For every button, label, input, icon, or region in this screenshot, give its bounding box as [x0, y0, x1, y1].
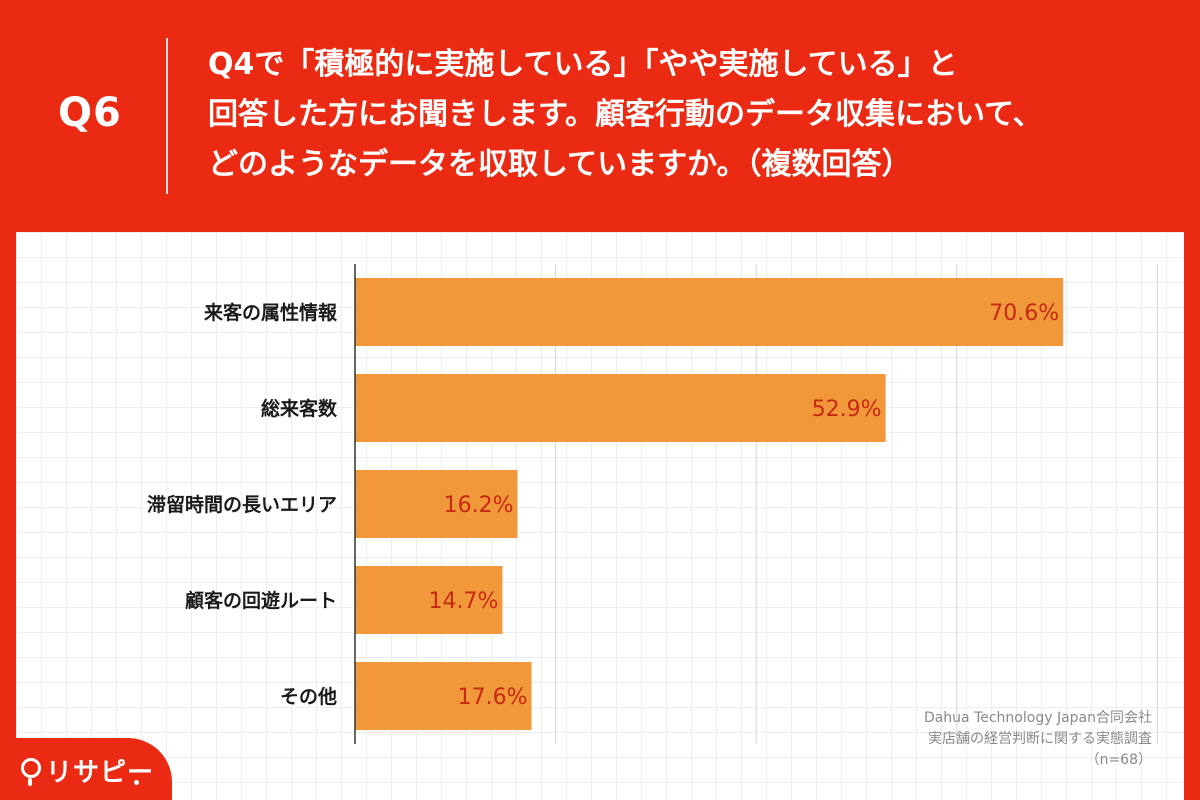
source-survey: 実店舗の経営判断に関する実態調査 — [928, 731, 1152, 747]
source-sample-size: （n=68） — [1085, 752, 1152, 768]
question-line-3: どのようなデータを収取していますか。（複数回答） — [208, 147, 912, 182]
data-label: 70.6% — [989, 301, 1059, 326]
bar — [355, 662, 532, 730]
bar — [355, 374, 886, 442]
brand-logo: リサピー — [0, 738, 172, 800]
category-label: 滞留時間の長いエリア — [147, 494, 337, 516]
logo-pin-stem — [28, 778, 32, 786]
bar — [355, 470, 518, 538]
question-text: Q4で「積極的に実施している」「やや実施している」と 回答した方にお聞きします。… — [208, 40, 1183, 190]
chart-panel: 70.6% 来客の属性情報 52.9% 総来客数 16.2% 滞留時間の長いエリア 14.7… — [16, 232, 1184, 800]
data-label: 16.2% — [444, 493, 514, 518]
category-label: 顧客の回遊ルート — [185, 589, 337, 612]
bar — [355, 278, 1064, 346]
source-company: Dahua Technology Japan合同会社 — [923, 710, 1152, 726]
question-line-2: 回答した方にお聞きします。顧客行動のデータ収集において、 — [208, 97, 1043, 132]
category-label: その他 — [280, 685, 337, 708]
header: Q6 Q4で「積極的に実施している」「やや実施している」と 回答した方にお聞きし… — [0, 0, 1200, 232]
header-divider — [166, 38, 168, 194]
question-number: Q6 — [58, 90, 122, 136]
source-note: Dahua Technology Japan合同会社 実店舗の経営判断に関する実… — [924, 708, 1152, 771]
bar-chart: 70.6% 来客の属性情報 52.9% 総来客数 16.2% 滞留時間の長いエリア 14.7… — [147, 264, 1158, 744]
logo-pin-icon — [21, 758, 41, 778]
data-label: 17.6% — [458, 685, 528, 710]
category-label: 来客の属性情報 — [204, 301, 338, 324]
data-label: 52.9% — [812, 397, 882, 422]
data-label: 14.7% — [429, 589, 499, 614]
bar — [355, 566, 503, 634]
logo-dot — [134, 780, 139, 785]
question-line-1: Q4で「積極的に実施している」「やや実施している」と — [208, 47, 958, 82]
category-label: 総来客数 — [261, 397, 338, 420]
